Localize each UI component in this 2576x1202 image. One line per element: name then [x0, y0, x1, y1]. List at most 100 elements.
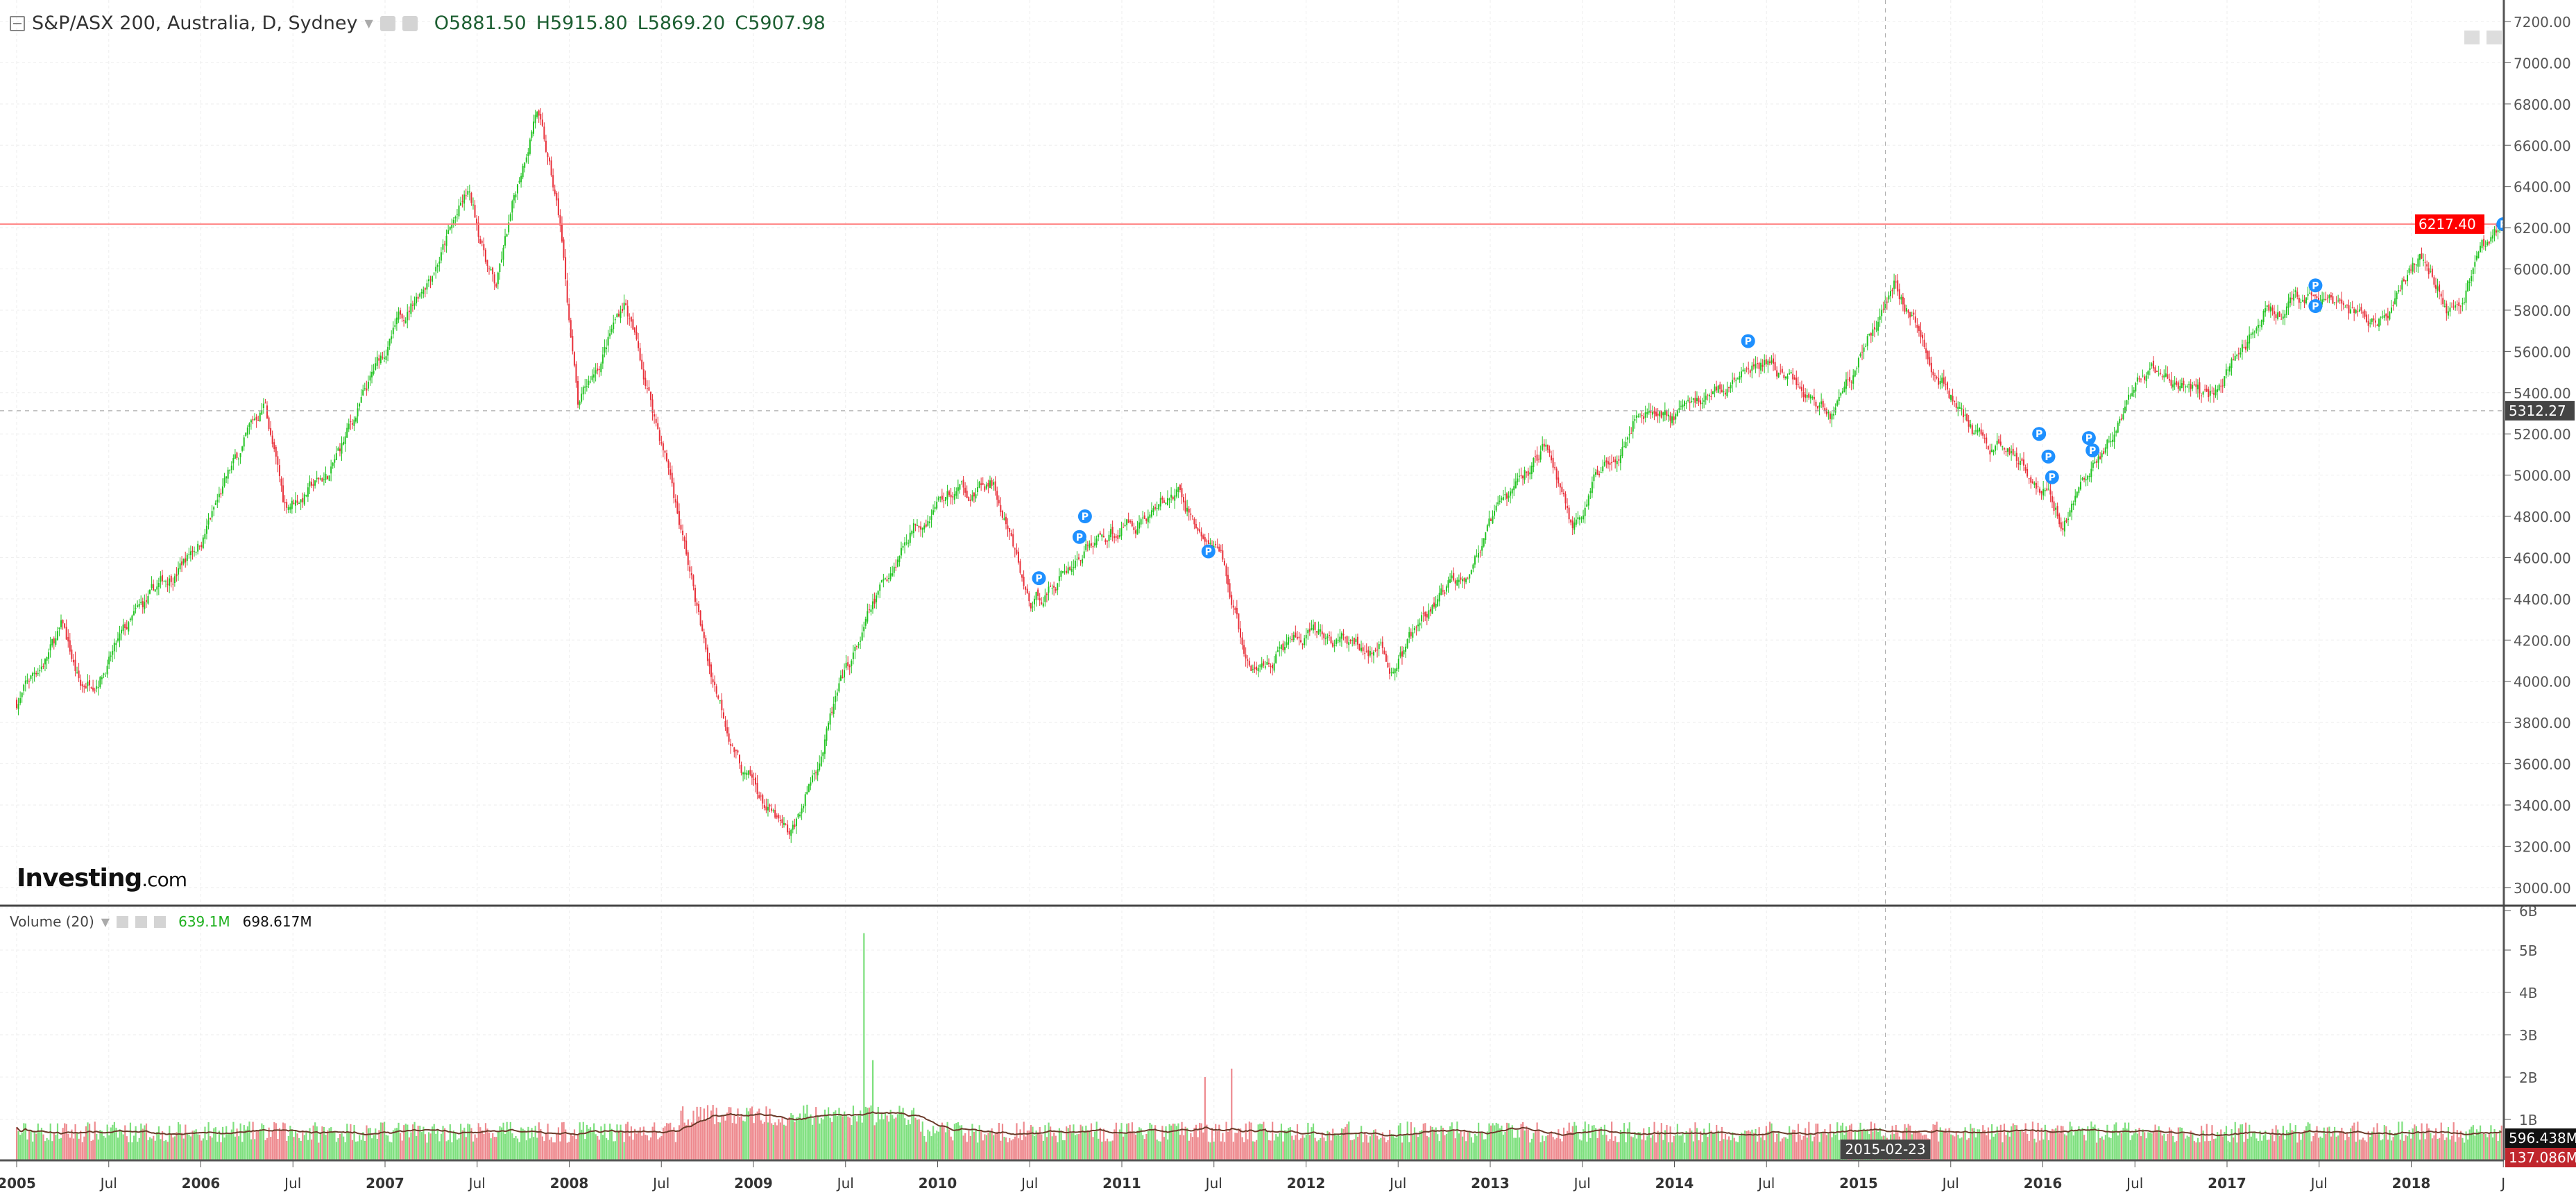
- volume-bar: [348, 1131, 350, 1162]
- chevron-down-icon[interactable]: ▼: [364, 17, 373, 30]
- volume-bar: [2383, 1124, 2385, 1162]
- volume-bar: [2309, 1124, 2311, 1162]
- candle: [1110, 529, 1112, 538]
- candle: [1440, 588, 1442, 595]
- event-marker[interactable]: P: [2045, 470, 2059, 484]
- candle: [1841, 391, 1843, 393]
- volume-bar: [181, 1133, 183, 1162]
- volume-bar: [1082, 1126, 1084, 1162]
- candle: [1664, 409, 1666, 415]
- volume-bar: [76, 1132, 78, 1162]
- candle: [1513, 486, 1515, 491]
- event-marker[interactable]: P: [2085, 443, 2100, 457]
- candle: [1564, 493, 1567, 504]
- candle: [355, 417, 357, 422]
- candle: [622, 309, 624, 312]
- volume-bar: [828, 1107, 830, 1162]
- candle: [1300, 640, 1302, 643]
- collapse-toggle-icon[interactable]: [10, 15, 25, 31]
- volume-tick-label: 6B: [2519, 903, 2537, 920]
- candle: [1307, 630, 1309, 634]
- candle: [2197, 384, 2199, 389]
- candle: [2027, 468, 2029, 477]
- volume-bar: [971, 1124, 973, 1162]
- gear-icon[interactable]: [402, 15, 418, 31]
- move-down-icon[interactable]: [2464, 31, 2480, 44]
- event-marker[interactable]: P: [1077, 509, 1092, 524]
- candle: [1362, 647, 1364, 652]
- volume-legend: Volume (20) ▼ 639.1M 698.617M: [10, 913, 312, 930]
- volume-bar: [863, 933, 865, 1162]
- volume-bar: [1397, 1125, 1400, 1162]
- volume-bar: [1211, 1128, 1213, 1162]
- candle: [1277, 650, 1279, 652]
- event-marker[interactable]: P: [1201, 544, 1216, 559]
- volume-title[interactable]: Volume (20): [10, 913, 94, 930]
- volume-bar: [1241, 1137, 1243, 1162]
- symbol-title[interactable]: S&P/ASX 200, Australia, D, Sydney: [32, 12, 358, 34]
- candle: [738, 754, 740, 763]
- price-tick-label: 6400.00: [2514, 179, 2571, 196]
- candle: [492, 267, 494, 275]
- candle: [1428, 610, 1430, 619]
- volume-bar: [1261, 1124, 1263, 1162]
- price-tick-label: 4800.00: [2514, 509, 2571, 525]
- visibility-icon[interactable]: [117, 915, 129, 928]
- event-marker[interactable]: P: [2081, 431, 2096, 446]
- candle: [474, 205, 476, 218]
- volume-bar: [838, 1108, 840, 1162]
- visibility-icon[interactable]: [379, 15, 395, 31]
- close-icon[interactable]: [154, 915, 167, 928]
- candle: [2449, 307, 2451, 312]
- event-marker[interactable]: P: [2032, 427, 2047, 441]
- candle: [671, 473, 673, 484]
- volume-bar: [1190, 1133, 1192, 1162]
- chevron-down-icon[interactable]: ▼: [101, 915, 110, 929]
- candle: [2058, 514, 2061, 525]
- volume-bar: [2426, 1123, 2428, 1162]
- event-marker[interactable]: P: [1741, 334, 1755, 348]
- volume-bar: [1408, 1142, 1410, 1162]
- volume-bar: [1371, 1134, 1373, 1162]
- candle: [515, 194, 517, 198]
- candle: [1064, 571, 1066, 573]
- volume-bar: [477, 1123, 479, 1162]
- volume-bar: [1143, 1139, 1145, 1162]
- candle: [1644, 412, 1646, 418]
- volume-bar: [435, 1133, 437, 1162]
- event-marker[interactable]: P: [1032, 571, 1046, 586]
- candle: [1671, 416, 1673, 423]
- volume-bar: [350, 1124, 352, 1162]
- candle: [1793, 377, 1795, 380]
- volume-bar: [1028, 1130, 1030, 1162]
- event-marker[interactable]: P: [2308, 298, 2323, 313]
- crosshair-date-bg: [1840, 1140, 1931, 1159]
- volume-bar: [232, 1121, 234, 1162]
- volume-bar: [747, 1111, 749, 1162]
- event-marker[interactable]: P: [2041, 449, 2056, 464]
- candle: [1708, 394, 1710, 397]
- volume-bar: [694, 1122, 697, 1162]
- event-marker[interactable]: P: [1072, 530, 1086, 544]
- volume-bar: [508, 1128, 510, 1162]
- volume-bar: [984, 1134, 986, 1162]
- candle: [2255, 328, 2258, 331]
- candle: [1550, 455, 1552, 461]
- volume-bar: [921, 1121, 923, 1162]
- volume-bar: [936, 1131, 938, 1162]
- candle: [2471, 276, 2473, 282]
- event-marker[interactable]: P: [2308, 278, 2323, 293]
- volume-bar: [889, 1110, 892, 1162]
- candle: [642, 369, 645, 380]
- candle: [55, 638, 57, 645]
- volume-bar: [2071, 1126, 2073, 1162]
- volume-bar: [2351, 1125, 2353, 1162]
- candle: [2467, 280, 2469, 291]
- candle: [2234, 355, 2236, 361]
- gear-icon[interactable]: [135, 915, 148, 928]
- candle: [506, 234, 508, 237]
- candle: [2079, 482, 2081, 490]
- maximize-pane-icon[interactable]: [2487, 31, 2502, 44]
- volume-bar: [1643, 1128, 1645, 1162]
